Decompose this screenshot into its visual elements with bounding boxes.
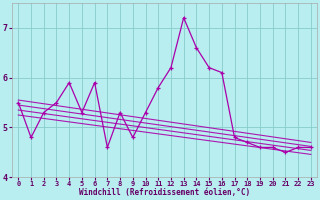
X-axis label: Windchill (Refroidissement éolien,°C): Windchill (Refroidissement éolien,°C) bbox=[79, 188, 250, 197]
